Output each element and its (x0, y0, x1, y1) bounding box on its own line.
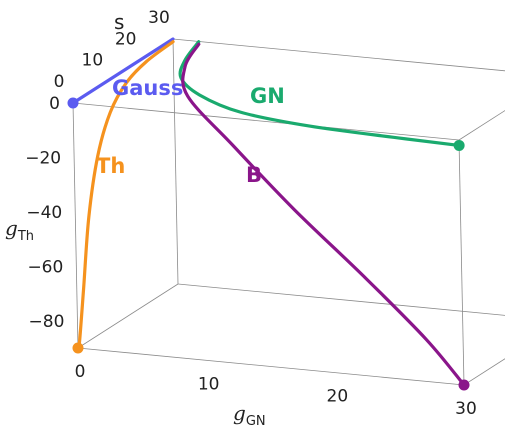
end-marker-gauss (67, 97, 79, 109)
y-tick-label: −60 (27, 257, 63, 277)
tick-labels: 0 10 20 30 0 −20 −40 −60 −80 0 10 20 30 (25, 8, 477, 419)
x-axis-title: gGN (233, 401, 266, 426)
y-tick-label: −40 (26, 203, 62, 223)
z-axis-title: s (114, 10, 124, 34)
y-tick-label: −80 (29, 312, 65, 332)
box-edge (72, 102, 79, 349)
z-tick-label: 20 (115, 29, 137, 49)
x-tick-label: 30 (455, 399, 477, 419)
box-edge (177, 283, 505, 316)
box-edge (458, 110, 505, 141)
series-line-gauss (71, 37, 175, 105)
series-labels: Gauss Th GN B (96, 76, 285, 187)
y-axis-title: gTh (5, 216, 34, 244)
series-line-th (76, 40, 175, 350)
x-tick-label: 20 (327, 387, 349, 407)
z-tick-label: 30 (148, 8, 170, 28)
x-tick-label: 0 (75, 362, 86, 382)
box-edge (77, 347, 465, 386)
box-edge (463, 358, 505, 386)
series-curves (71, 37, 466, 387)
y-tick-label: 0 (49, 94, 60, 114)
series-label-b: B (246, 163, 262, 187)
series-label-th: Th (96, 154, 125, 178)
bounding-box (72, 38, 505, 386)
y-tick-label: −20 (25, 148, 61, 168)
series-line-b (181, 42, 466, 387)
box-edge (77, 283, 179, 349)
series-label-gauss: Gauss (112, 76, 183, 100)
series-line-gn (178, 40, 461, 148)
end-marker-b (458, 379, 470, 391)
box-edge (458, 139, 465, 386)
end-marker-gn (453, 139, 465, 151)
box-edge (172, 38, 505, 72)
series-end-markers (67, 97, 470, 391)
z-tick-label: 0 (54, 72, 65, 92)
x-tick-label: 10 (198, 374, 220, 394)
end-marker-th (72, 342, 84, 354)
box-edge (172, 38, 179, 285)
series-label-gn: GN (250, 84, 285, 108)
box-edge (72, 102, 460, 141)
z-tick-label: 10 (82, 51, 104, 71)
